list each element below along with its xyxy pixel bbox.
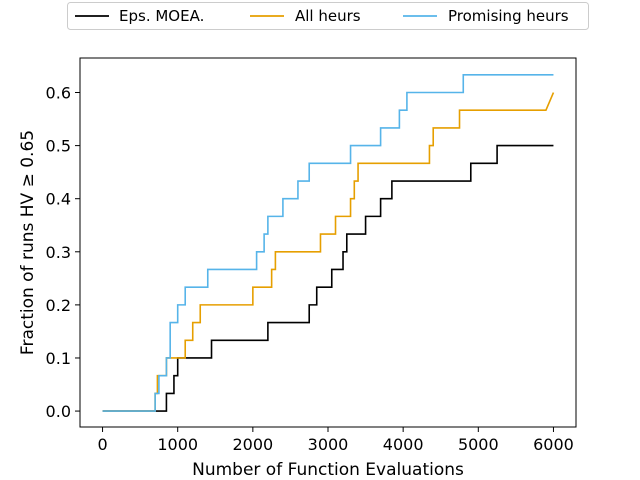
- x-axis-label: Number of Function Evaluations: [192, 460, 464, 480]
- series-line-2: [102, 74, 554, 412]
- x-tick-label: 2000: [232, 435, 273, 454]
- x-tick-label: 5000: [458, 435, 499, 454]
- x-tick-label: 1000: [157, 435, 198, 454]
- legend: Eps. MOEA. All heurs Promising heurs: [67, 2, 589, 30]
- x-tick-label: 0: [97, 435, 107, 454]
- y-tick-label: 0.5: [46, 137, 71, 156]
- plot-area-frame: [79, 57, 577, 428]
- y-tick-label: 0.2: [46, 296, 71, 315]
- series-line-0: [102, 144, 554, 412]
- x-tick-label: 6000: [533, 435, 574, 454]
- y-tick-label: 0.3: [46, 243, 71, 262]
- y-axis: 0.0 0.1 0.2 0.3 0.4 0.5 0.6: [46, 84, 80, 421]
- legend-label-0: Eps. MOEA.: [119, 7, 204, 25]
- x-axis: 0 1000 2000 3000 4000 5000 6000: [97, 427, 574, 454]
- y-axis-label: Fraction of runs HV ≥ 0.65: [18, 130, 38, 355]
- series-line-1: [102, 92, 555, 412]
- legend-label-1: All heurs: [295, 7, 361, 25]
- legend-box: [67, 2, 589, 30]
- y-tick-label: 0.1: [46, 349, 71, 368]
- x-tick-label: 4000: [383, 435, 424, 454]
- y-tick-label: 0.0: [46, 402, 71, 421]
- legend-label-2: Promising heurs: [448, 7, 569, 25]
- y-tick-label: 0.6: [46, 84, 71, 103]
- y-tick-label: 0.4: [46, 190, 71, 209]
- x-tick-label: 3000: [308, 435, 349, 454]
- series-layer: [102, 74, 555, 412]
